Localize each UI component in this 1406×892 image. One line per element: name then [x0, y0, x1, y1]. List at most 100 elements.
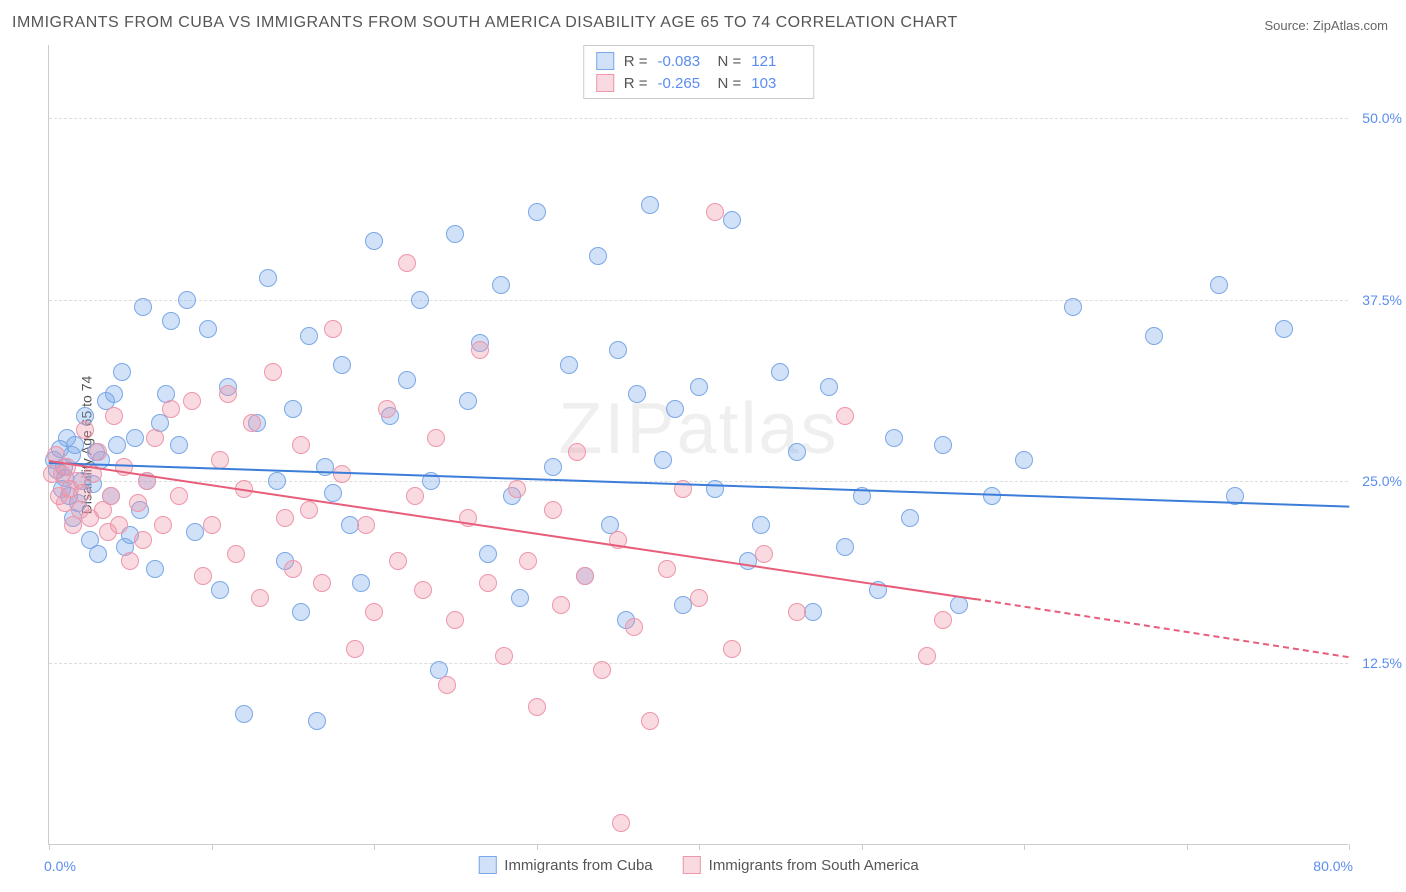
- data-point: [365, 232, 383, 250]
- data-point: [459, 392, 477, 410]
- data-point: [324, 320, 342, 338]
- data-point: [674, 596, 692, 614]
- data-point: [211, 581, 229, 599]
- data-point: [983, 487, 1001, 505]
- data-point: [528, 203, 546, 221]
- data-point: [934, 611, 952, 629]
- data-point: [589, 247, 607, 265]
- data-point: [219, 385, 237, 403]
- n-value: 121: [751, 53, 801, 70]
- data-point: [544, 501, 562, 519]
- data-point: [284, 400, 302, 418]
- legend-label: Immigrants from Cuba: [504, 857, 652, 874]
- data-point: [641, 712, 659, 730]
- data-point: [333, 465, 351, 483]
- data-point: [560, 356, 578, 374]
- data-point: [625, 618, 643, 636]
- data-point: [146, 560, 164, 578]
- data-point: [134, 531, 152, 549]
- legend-item-sa: Immigrants from South America: [683, 856, 919, 874]
- data-point: [511, 589, 529, 607]
- data-point: [788, 603, 806, 621]
- data-point: [568, 443, 586, 461]
- data-point: [105, 385, 123, 403]
- data-point: [495, 647, 513, 665]
- data-point: [89, 545, 107, 563]
- plot-area: Disability Age 65 to 74 ZIPatlas R = -0.…: [48, 45, 1348, 845]
- data-point: [170, 487, 188, 505]
- data-point: [398, 371, 416, 389]
- data-point: [918, 647, 936, 665]
- data-point: [276, 509, 294, 527]
- n-value: 103: [751, 75, 801, 92]
- data-point: [479, 545, 497, 563]
- data-point: [508, 480, 526, 498]
- data-point: [446, 611, 464, 629]
- x-tick: [374, 844, 375, 850]
- data-point: [492, 276, 510, 294]
- data-point: [576, 567, 594, 585]
- data-point: [723, 211, 741, 229]
- y-tick-label: 12.5%: [1362, 655, 1402, 671]
- data-point: [406, 487, 424, 505]
- bottom-legend: Immigrants from Cuba Immigrants from Sou…: [478, 856, 918, 874]
- data-point: [414, 581, 432, 599]
- stats-row-cuba: R = -0.083 N = 121: [596, 50, 802, 72]
- data-point: [76, 421, 94, 439]
- data-point: [471, 341, 489, 359]
- n-label: N =: [718, 53, 742, 70]
- legend-label: Immigrants from South America: [709, 857, 919, 874]
- data-point: [771, 363, 789, 381]
- stats-row-sa: R = -0.265 N = 103: [596, 72, 802, 94]
- x-axis-max-label: 80.0%: [1313, 858, 1353, 874]
- n-label: N =: [718, 75, 742, 92]
- data-point: [593, 661, 611, 679]
- data-point: [110, 516, 128, 534]
- data-point: [609, 341, 627, 359]
- data-point: [108, 436, 126, 454]
- data-point: [666, 400, 684, 418]
- data-point: [836, 538, 854, 556]
- data-point: [333, 356, 351, 374]
- x-tick: [49, 844, 50, 850]
- data-point: [658, 560, 676, 578]
- data-point: [723, 640, 741, 658]
- data-point: [162, 400, 180, 418]
- data-point: [365, 603, 383, 621]
- data-point: [427, 429, 445, 447]
- x-tick: [212, 844, 213, 850]
- data-point: [300, 501, 318, 519]
- data-point: [89, 443, 107, 461]
- swatch-cuba-icon: [478, 856, 496, 874]
- data-point: [398, 254, 416, 272]
- data-point: [199, 320, 217, 338]
- data-point: [264, 363, 282, 381]
- data-point: [284, 560, 302, 578]
- data-point: [389, 552, 407, 570]
- x-tick: [1187, 844, 1188, 850]
- data-point: [292, 603, 310, 621]
- data-point: [313, 574, 331, 592]
- data-point: [357, 516, 375, 534]
- y-tick-label: 37.5%: [1362, 292, 1402, 308]
- data-point: [788, 443, 806, 461]
- data-point: [126, 429, 144, 447]
- data-point: [654, 451, 672, 469]
- data-point: [1015, 451, 1033, 469]
- data-point: [752, 516, 770, 534]
- data-point: [227, 545, 245, 563]
- data-point: [641, 196, 659, 214]
- data-point: [1210, 276, 1228, 294]
- data-point: [292, 436, 310, 454]
- data-point: [73, 484, 91, 502]
- data-point: [186, 523, 204, 541]
- x-axis-min-label: 0.0%: [44, 858, 76, 874]
- grid-line: [49, 118, 1348, 119]
- x-tick: [537, 844, 538, 850]
- data-point: [1064, 298, 1082, 316]
- data-point: [346, 640, 364, 658]
- data-point: [113, 363, 131, 381]
- data-point: [934, 436, 952, 454]
- data-point: [528, 698, 546, 716]
- grid-line: [49, 300, 1348, 301]
